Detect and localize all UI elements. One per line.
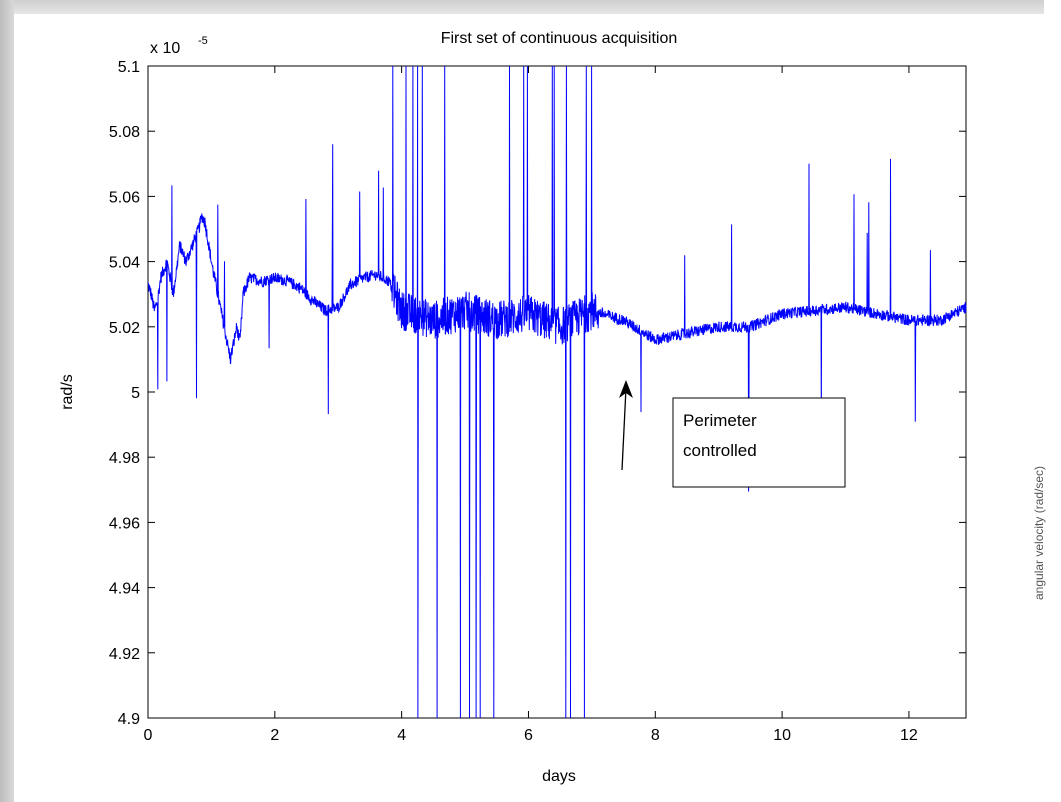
series-group (147, 65, 967, 719)
y-tick-label: 4.98 (109, 450, 140, 467)
y-tick-label: 5.1 (118, 59, 140, 76)
y-tick-label: 4.92 (109, 646, 140, 663)
background-left-band (0, 0, 14, 802)
annotation: Perimeter controlled (619, 380, 846, 488)
annotation-arrow-head (619, 380, 633, 398)
y-tick-label: 5.06 (109, 189, 140, 206)
x-tick-label: 0 (144, 727, 153, 744)
x-tick-label: 10 (773, 727, 791, 744)
x-tick-label: 4 (397, 727, 406, 744)
background-top-band (0, 0, 1061, 14)
x-tick-label: 2 (270, 727, 279, 744)
annotation-box (672, 397, 846, 488)
series-line (147, 65, 967, 719)
y-axis-label: rad/s (59, 374, 76, 410)
x-tick-label: 6 (524, 727, 533, 744)
annotation-text-line1: Perimeter (683, 411, 757, 430)
annotation-text-line2: controlled (683, 441, 757, 460)
axes: 0 2 4 6 8 10 12 4.9 4.92 4.94 4.96 4.98 5 5.02 5.04 5.0… (109, 59, 967, 744)
y-tick-label: 4.94 (109, 581, 140, 598)
y-exponent-power: -5 (198, 35, 208, 47)
x-tick-label: 8 (651, 727, 660, 744)
x-axis-label: days (542, 768, 576, 785)
y-tick-label: 5.02 (109, 320, 140, 337)
y-tick-label: 4.9 (118, 711, 140, 728)
chart-title: First set of continuous acquisition (441, 30, 678, 47)
y-tick-label: 5.04 (109, 255, 140, 272)
side-strip (1044, 0, 1061, 802)
plot-frame (147, 65, 967, 719)
y-tick-label: 4.96 (109, 515, 140, 532)
y-exponent-label: x 10 (150, 40, 180, 57)
x-tick-label: 12 (900, 727, 918, 744)
y-tick-label: 5 (131, 385, 140, 402)
y-tick-label: 5.08 (109, 124, 140, 141)
annotation-arrow-shaft (621, 387, 627, 471)
